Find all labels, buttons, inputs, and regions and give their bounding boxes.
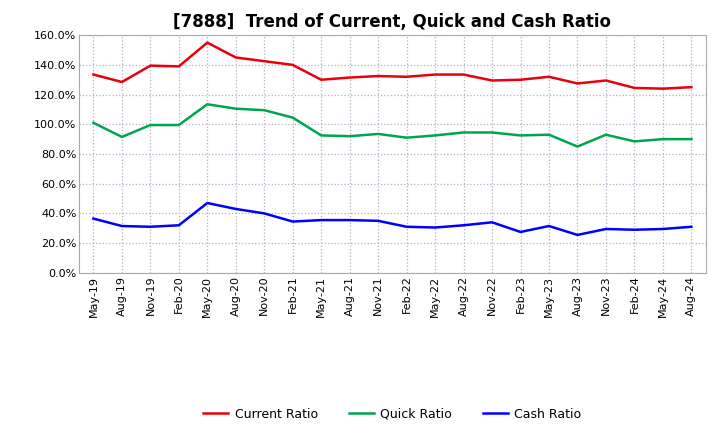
Quick Ratio bbox=[545, 132, 554, 137]
Cash Ratio bbox=[402, 224, 411, 229]
Current Ratio bbox=[431, 72, 439, 77]
Current Ratio bbox=[117, 79, 126, 84]
Current Ratio bbox=[260, 59, 269, 64]
Cash Ratio bbox=[317, 217, 325, 223]
Quick Ratio bbox=[289, 115, 297, 120]
Quick Ratio bbox=[516, 133, 525, 138]
Quick Ratio bbox=[659, 136, 667, 142]
Current Ratio bbox=[659, 86, 667, 92]
Cash Ratio bbox=[630, 227, 639, 232]
Quick Ratio bbox=[117, 134, 126, 139]
Cash Ratio bbox=[459, 223, 468, 228]
Cash Ratio bbox=[117, 224, 126, 229]
Line: Cash Ratio: Cash Ratio bbox=[94, 203, 691, 235]
Cash Ratio bbox=[545, 224, 554, 229]
Current Ratio bbox=[402, 74, 411, 79]
Quick Ratio bbox=[146, 122, 155, 128]
Quick Ratio bbox=[89, 120, 98, 125]
Current Ratio bbox=[232, 55, 240, 60]
Current Ratio bbox=[573, 81, 582, 86]
Current Ratio bbox=[146, 63, 155, 68]
Cash Ratio bbox=[516, 229, 525, 235]
Current Ratio bbox=[317, 77, 325, 82]
Cash Ratio bbox=[602, 226, 611, 231]
Line: Quick Ratio: Quick Ratio bbox=[94, 104, 691, 147]
Quick Ratio bbox=[487, 130, 496, 135]
Cash Ratio bbox=[260, 211, 269, 216]
Current Ratio bbox=[89, 72, 98, 77]
Cash Ratio bbox=[232, 206, 240, 212]
Current Ratio bbox=[203, 40, 212, 45]
Quick Ratio bbox=[630, 139, 639, 144]
Line: Current Ratio: Current Ratio bbox=[94, 43, 691, 89]
Current Ratio bbox=[545, 74, 554, 79]
Quick Ratio bbox=[260, 107, 269, 113]
Quick Ratio bbox=[602, 132, 611, 137]
Current Ratio bbox=[289, 62, 297, 67]
Cash Ratio bbox=[374, 218, 382, 224]
Cash Ratio bbox=[89, 216, 98, 221]
Legend: Current Ratio, Quick Ratio, Cash Ratio: Current Ratio, Quick Ratio, Cash Ratio bbox=[198, 403, 587, 425]
Title: [7888]  Trend of Current, Quick and Cash Ratio: [7888] Trend of Current, Quick and Cash … bbox=[174, 13, 611, 31]
Quick Ratio bbox=[232, 106, 240, 111]
Current Ratio bbox=[516, 77, 525, 82]
Current Ratio bbox=[487, 78, 496, 83]
Quick Ratio bbox=[459, 130, 468, 135]
Current Ratio bbox=[687, 84, 696, 90]
Cash Ratio bbox=[659, 226, 667, 231]
Quick Ratio bbox=[374, 131, 382, 136]
Quick Ratio bbox=[317, 133, 325, 138]
Quick Ratio bbox=[573, 144, 582, 149]
Current Ratio bbox=[602, 78, 611, 83]
Cash Ratio bbox=[174, 223, 183, 228]
Current Ratio bbox=[630, 85, 639, 91]
Current Ratio bbox=[174, 64, 183, 69]
Quick Ratio bbox=[687, 136, 696, 142]
Cash Ratio bbox=[346, 217, 354, 223]
Cash Ratio bbox=[487, 220, 496, 225]
Cash Ratio bbox=[687, 224, 696, 229]
Cash Ratio bbox=[289, 219, 297, 224]
Quick Ratio bbox=[346, 133, 354, 139]
Cash Ratio bbox=[146, 224, 155, 229]
Current Ratio bbox=[459, 72, 468, 77]
Cash Ratio bbox=[431, 225, 439, 230]
Quick Ratio bbox=[174, 122, 183, 128]
Cash Ratio bbox=[203, 200, 212, 205]
Current Ratio bbox=[346, 75, 354, 80]
Cash Ratio bbox=[573, 232, 582, 238]
Quick Ratio bbox=[203, 102, 212, 107]
Current Ratio bbox=[374, 73, 382, 79]
Quick Ratio bbox=[431, 133, 439, 138]
Quick Ratio bbox=[402, 135, 411, 140]
